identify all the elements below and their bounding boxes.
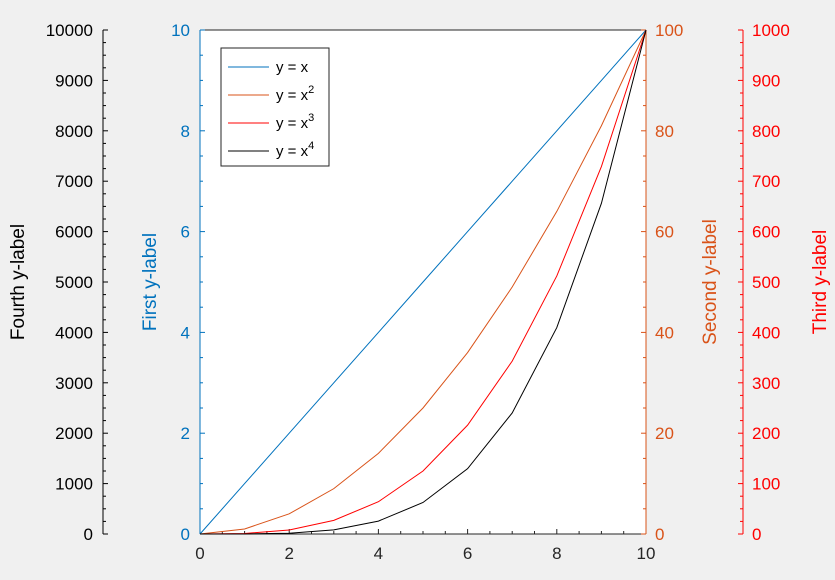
fourth-y-tick-label: 0 <box>84 525 93 544</box>
third-y-tick-label: 300 <box>752 374 780 393</box>
legend: y = x y = x2 y = x3 y = x4 <box>220 47 330 167</box>
x-tick-label: 2 <box>284 544 293 563</box>
third-y-tick-label: 0 <box>752 525 761 544</box>
x-tick-label: 6 <box>463 544 472 563</box>
third-y-tick-label: 600 <box>752 223 780 242</box>
series-line-1 <box>199 29 647 535</box>
fourth-y-axis-title: Fourth y-label <box>8 224 29 340</box>
legend-label: y = x2 <box>276 84 314 104</box>
fourth-y-tick-label: 2000 <box>55 424 93 443</box>
second-y-tick-label: 40 <box>655 323 674 342</box>
third-y-tick-label: 500 <box>752 273 780 292</box>
third-y-tick-label: 200 <box>752 424 780 443</box>
third-y-axis-title: Third y-label <box>810 230 831 335</box>
third-y-tick-label: 700 <box>752 172 780 191</box>
fourth-y-tick-label: 9000 <box>55 71 93 90</box>
third-y-tick-label: 400 <box>752 323 780 342</box>
x-tick-label: 4 <box>374 544 383 563</box>
series-line-4 <box>199 29 647 535</box>
first-y-tick-label: 8 <box>181 122 190 141</box>
legend-label: y = x <box>276 59 309 76</box>
first-y-tick-label: 10 <box>171 21 190 40</box>
x-tick-label: 10 <box>637 544 656 563</box>
second-y-tick-label: 60 <box>655 223 674 242</box>
x-tick-label: 0 <box>195 544 204 563</box>
series-line-3 <box>199 29 647 535</box>
series-line-2 <box>199 29 647 535</box>
third-y-tick-label: 100 <box>752 475 780 494</box>
third-y-tick-label: 900 <box>752 71 780 90</box>
fourth-y-tick-label: 1000 <box>55 475 93 494</box>
fourth-y-tick-label: 7000 <box>55 172 93 191</box>
second-y-tick-label: 0 <box>655 525 664 544</box>
legend-label: y = x4 <box>276 140 314 160</box>
second-y-tick-label: 100 <box>655 21 683 40</box>
first-y-tick-label: 0 <box>181 525 190 544</box>
legend-box <box>220 47 330 167</box>
third-y-tick-label: 800 <box>752 122 780 141</box>
fourth-y-tick-label: 6000 <box>55 223 93 242</box>
fourth-y-tick-label: 10000 <box>46 21 93 40</box>
second-y-tick-label: 80 <box>655 122 674 141</box>
second-y-axis-title: Second y-label <box>700 219 721 345</box>
fourth-y-tick-label: 3000 <box>55 374 93 393</box>
series-lines-layer <box>199 29 647 535</box>
fourth-y-tick-label: 5000 <box>55 273 93 292</box>
first-y-tick-label: 2 <box>181 424 190 443</box>
fourth-y-tick-label: 4000 <box>55 323 93 342</box>
second-y-tick-label: 20 <box>655 424 674 443</box>
first-y-tick-label: 6 <box>181 223 190 242</box>
x-tick-label: 8 <box>552 544 561 563</box>
fourth-y-tick-label: 8000 <box>55 122 93 141</box>
third-y-tick-label: 1000 <box>752 21 790 40</box>
first-y-tick-label: 4 <box>181 323 190 342</box>
first-y-axis-title: First y-label <box>140 233 161 331</box>
legend-label: y = x3 <box>276 112 314 132</box>
